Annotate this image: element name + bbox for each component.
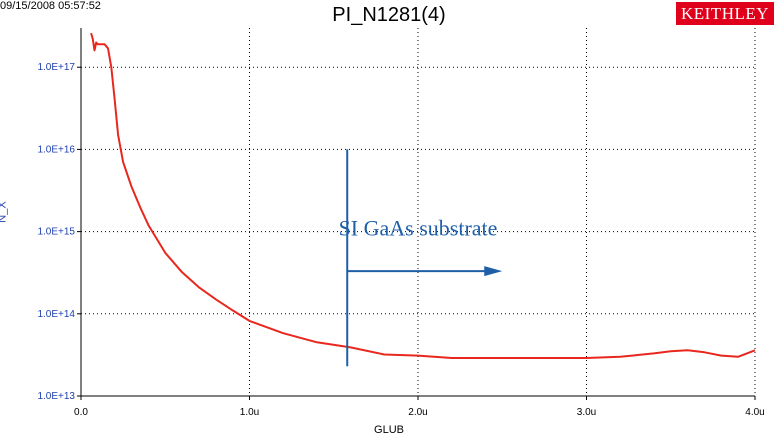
axes — [77, 28, 756, 400]
x-tick-label: 2.0u — [408, 407, 427, 418]
y-tick-label: 1.0E+13 — [37, 391, 75, 402]
x-axis-label: GLUB — [374, 424, 404, 436]
x-tick-label: 4.0u — [745, 407, 764, 418]
chart-title: PI_N1281(4) — [332, 4, 446, 26]
y-tick-label: 1.0E+16 — [37, 144, 75, 155]
tick-labels: 0.0 1.0u 2.0u 3.0u 4.0u 1.0E+13 1.0E+14 1.0E+15… — [37, 62, 764, 418]
y-tick-label: 1.0E+14 — [37, 309, 75, 320]
y-tick-label: 1.0E+15 — [37, 227, 75, 238]
x-tick-label: 1.0u — [240, 407, 259, 418]
y-tick-label: 1.0E+17 — [37, 62, 75, 73]
annotations: SI GaAs substrate — [339, 149, 503, 367]
keithley-logo: KEITHLEY — [676, 2, 774, 25]
grid — [81, 28, 756, 396]
series-group — [90, 32, 756, 359]
arrow-head — [484, 266, 503, 277]
x-tick-label: 3.0u — [577, 407, 596, 418]
timestamp: 09/15/2008 05:57:52 — [0, 0, 101, 12]
annotation-label: SI GaAs substrate — [339, 216, 498, 241]
x-tick-label: 0.0 — [74, 407, 88, 418]
series-line — [90, 32, 756, 359]
